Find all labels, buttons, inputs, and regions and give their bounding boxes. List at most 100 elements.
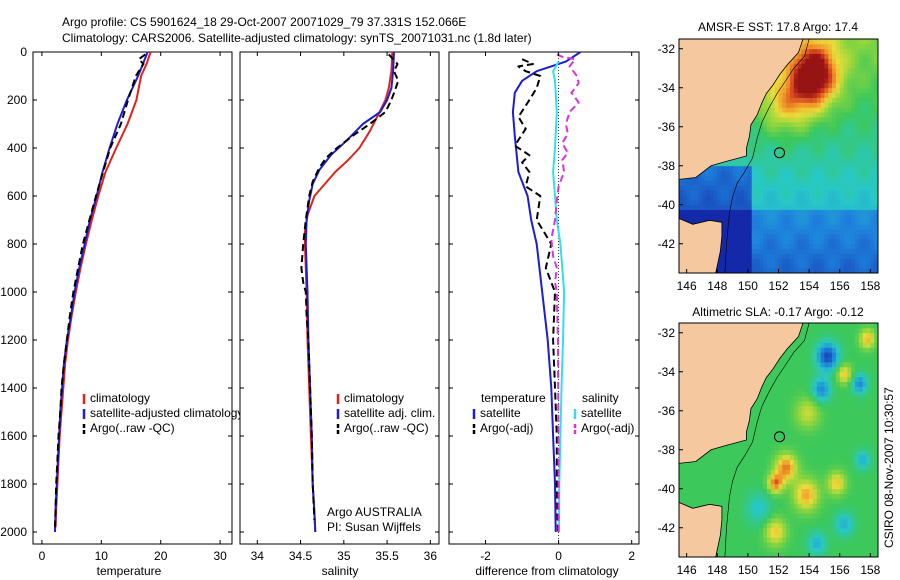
map-grid-cell bbox=[793, 522, 799, 529]
map-grid-cell bbox=[755, 449, 760, 456]
map-grid-cell bbox=[862, 156, 867, 162]
map-grid-cell bbox=[789, 362, 795, 368]
map-grid-cell bbox=[679, 190, 684, 196]
map-grid-cell bbox=[782, 352, 787, 358]
map-grid-cell bbox=[870, 39, 875, 45]
map-grid-cell bbox=[786, 459, 791, 465]
map-grid-cell bbox=[789, 518, 795, 524]
map-grid-cell bbox=[851, 190, 856, 196]
map-grid-cell bbox=[843, 180, 848, 186]
map-grid-cell bbox=[797, 435, 802, 441]
map-grid-cell bbox=[839, 219, 844, 225]
map-grid-cell bbox=[717, 263, 722, 269]
map-grid-cell bbox=[767, 102, 772, 108]
map-grid-cell bbox=[744, 253, 749, 259]
map-grid-cell bbox=[805, 459, 810, 465]
map-grid-cell bbox=[847, 121, 852, 128]
map-grid-cell bbox=[732, 547, 737, 553]
map-grid-cell bbox=[751, 522, 756, 529]
legend-label: climatology bbox=[344, 391, 404, 405]
map-grid-cell bbox=[862, 117, 867, 123]
map-grid-cell bbox=[816, 459, 821, 465]
map-grid-cell bbox=[851, 415, 856, 421]
map-grid-cell bbox=[793, 454, 799, 460]
map-grid-cell bbox=[744, 190, 749, 196]
map-grid-cell bbox=[724, 195, 730, 201]
map-grid-cell bbox=[870, 199, 875, 206]
map-grid-cell bbox=[824, 435, 829, 441]
map-grid-cell bbox=[851, 459, 856, 465]
map-grid-cell bbox=[778, 405, 783, 412]
map-grid-cell bbox=[816, 376, 821, 382]
map-grid-cell bbox=[786, 513, 791, 519]
map-grid-cell bbox=[843, 396, 848, 402]
map-grid-cell bbox=[812, 493, 818, 499]
map-grid-cell bbox=[835, 199, 841, 206]
map-grid-cell bbox=[824, 357, 829, 363]
map-grid-cell bbox=[835, 449, 841, 456]
map-grid-cell bbox=[862, 141, 867, 147]
map-grid-cell bbox=[809, 170, 814, 176]
map-grid-cell bbox=[832, 165, 837, 172]
map-grid-cell bbox=[763, 195, 768, 201]
map-grid-cell bbox=[763, 141, 768, 147]
legend-entry: Argo(..raw -QC) bbox=[336, 421, 429, 435]
map-grid-cell bbox=[774, 258, 779, 264]
map-grid-cell bbox=[736, 248, 741, 254]
map-grid-cell bbox=[759, 214, 764, 220]
map-grid-cell bbox=[851, 357, 856, 363]
map-grid-cell bbox=[851, 327, 856, 334]
map-grid-cell bbox=[874, 102, 878, 108]
map-grid-cell bbox=[835, 459, 841, 465]
map-grid-cell bbox=[805, 552, 810, 557]
map-grid-cell bbox=[820, 464, 825, 470]
map-grid-cell bbox=[759, 454, 764, 460]
map-grid-cell bbox=[789, 141, 795, 147]
map-grid-cell bbox=[774, 190, 779, 196]
map-grid-cell bbox=[759, 415, 764, 421]
map-grid-cell bbox=[782, 522, 787, 529]
map-grid-cell bbox=[812, 503, 818, 509]
map-grid-cell bbox=[740, 156, 745, 162]
map-grid-cell bbox=[679, 498, 684, 504]
map-grid-cell bbox=[721, 464, 726, 470]
map-grid-cell bbox=[851, 248, 856, 254]
map-grid-cell bbox=[763, 527, 768, 534]
map-grid-cell bbox=[843, 165, 848, 172]
map-grid-cell bbox=[858, 234, 864, 240]
map-grid-cell bbox=[805, 396, 810, 402]
map-grid-cell bbox=[694, 488, 699, 495]
map-grid-cell bbox=[828, 493, 833, 499]
map-grid-cell bbox=[801, 430, 806, 436]
map-grid-cell bbox=[751, 503, 756, 509]
map-grid-cell bbox=[801, 410, 806, 417]
map-grid-cell bbox=[767, 386, 772, 392]
map-grid-cell bbox=[736, 214, 741, 220]
map-grid-cell bbox=[805, 248, 810, 254]
map-grid-cell bbox=[801, 170, 806, 176]
map-grid-cell bbox=[835, 53, 841, 59]
map-grid-cell bbox=[767, 146, 772, 152]
map-grid-cell bbox=[789, 170, 795, 176]
map-grid-cell bbox=[797, 199, 802, 206]
map-grid-cell bbox=[786, 522, 791, 529]
map-grid-cell bbox=[870, 58, 875, 64]
map-grid-cell bbox=[770, 488, 776, 495]
map-grid-cell bbox=[839, 347, 844, 353]
map-grid-cell bbox=[835, 58, 841, 64]
map-grid-cell bbox=[812, 352, 818, 358]
map-grid-cell bbox=[809, 224, 814, 230]
map-grid-cell bbox=[789, 151, 795, 157]
map-grid-cell bbox=[855, 386, 860, 392]
map-grid-cell bbox=[793, 136, 799, 142]
map-grid-cell bbox=[717, 209, 722, 215]
map-grid-cell bbox=[858, 180, 864, 186]
map-grid-cell bbox=[751, 263, 756, 269]
map-grid-cell bbox=[812, 425, 818, 431]
map-grid-cell bbox=[778, 146, 783, 152]
map-grid-cell bbox=[763, 190, 768, 196]
map-grid-cell bbox=[828, 48, 833, 55]
map-grid-cell bbox=[809, 243, 814, 250]
map-grid-cell bbox=[705, 498, 711, 504]
map-grid-cell bbox=[828, 503, 833, 509]
